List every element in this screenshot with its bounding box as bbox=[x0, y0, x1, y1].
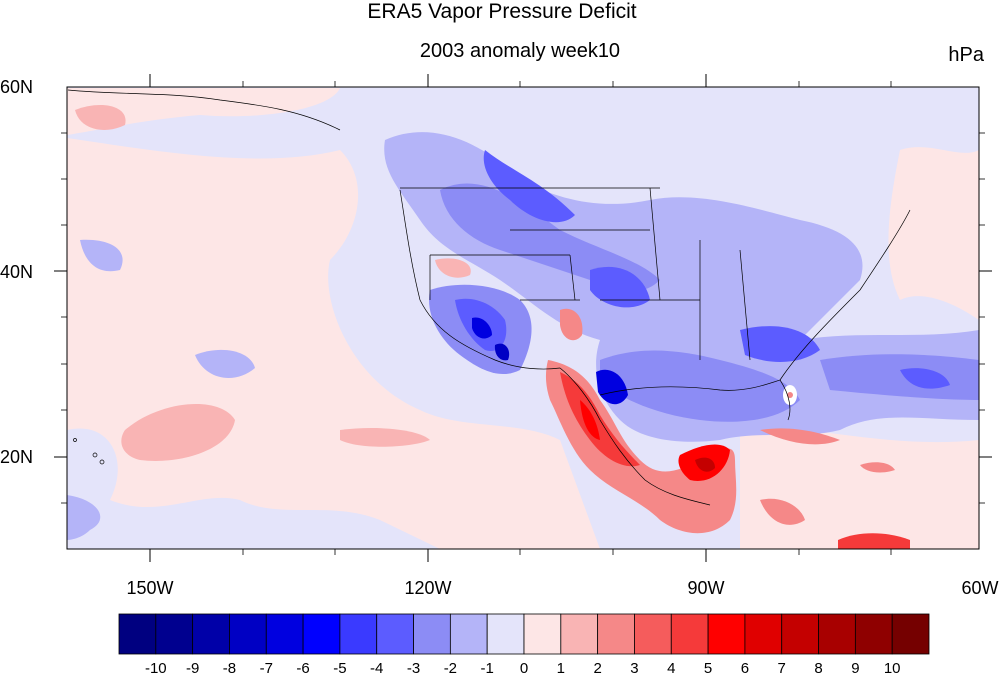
colorbar-swatch bbox=[634, 613, 672, 655]
colorbar-swatch bbox=[670, 613, 709, 655]
colorbar-tick-label: 0 bbox=[519, 660, 529, 677]
colorbar-swatch bbox=[413, 613, 451, 655]
colorbar-swatch bbox=[118, 613, 157, 655]
colorbar-tick-label: -9 bbox=[185, 660, 200, 677]
colorbar-tick-label: 7 bbox=[777, 660, 786, 677]
colorbar-tick-label: 8 bbox=[814, 660, 823, 677]
units-label: hPa bbox=[948, 44, 984, 66]
colorbar-tick-label: -6 bbox=[296, 660, 310, 677]
colorbar-swatch bbox=[339, 613, 378, 655]
colorbar-swatch bbox=[486, 613, 525, 655]
map-title: ERA5 Vapor Pressure Deficit bbox=[367, 0, 637, 23]
lon-label-150w: 150W bbox=[126, 578, 174, 598]
colorbar-tick-label: -2 bbox=[443, 660, 458, 677]
colorbar-swatch bbox=[781, 613, 819, 655]
lon-label-120w: 120W bbox=[404, 578, 452, 598]
colorbar-tick-label: 6 bbox=[740, 660, 750, 677]
colorbar-swatch bbox=[302, 613, 341, 655]
colorbar-swatch bbox=[155, 613, 194, 655]
colorbar-tick-label: 9 bbox=[851, 660, 860, 677]
colorbar-swatch bbox=[744, 613, 783, 655]
coastlines bbox=[67, 89, 911, 506]
colorbar-tick-label: -3 bbox=[406, 660, 421, 677]
lat-label-20n: 20N bbox=[0, 447, 34, 467]
colorbar-tick-label: 1 bbox=[556, 660, 565, 677]
colorbar-swatch bbox=[854, 613, 893, 655]
map-subtitle: 2003 anomaly week10 bbox=[419, 40, 621, 62]
lat-label-60n: 60N bbox=[0, 77, 34, 97]
colorbar-swatch bbox=[449, 613, 488, 655]
colorbar-tick-label: 5 bbox=[703, 660, 713, 677]
colorbar-swatch bbox=[707, 613, 746, 655]
colorbar-tick-label: 2 bbox=[593, 660, 602, 677]
lon-label-90w: 90W bbox=[687, 578, 725, 598]
colorbar-tick-label: -1 bbox=[480, 660, 494, 677]
colorbar-tick-label: -7 bbox=[259, 660, 273, 677]
colorbar-tick-label: -5 bbox=[333, 660, 347, 677]
map-frame bbox=[54, 74, 992, 562]
colorbar-swatch bbox=[376, 613, 414, 655]
colorbar-swatch bbox=[523, 613, 562, 655]
colorbar-tick-label: 4 bbox=[667, 660, 676, 677]
lat-label-40n: 40N bbox=[0, 262, 34, 282]
colorbar-tick-label: 10 bbox=[883, 660, 901, 677]
colorbar-swatch bbox=[818, 613, 856, 655]
map-field bbox=[67, 87, 979, 549]
colorbar-swatch bbox=[597, 613, 635, 655]
colorbar-tick-label: 3 bbox=[630, 660, 639, 677]
colorbar-swatch bbox=[560, 613, 599, 655]
colorbar-swatch bbox=[192, 613, 230, 655]
colorbar-swatch bbox=[891, 613, 930, 655]
colorbar-swatch bbox=[265, 613, 304, 655]
colorbar-tick-label: -8 bbox=[222, 660, 237, 677]
colorbar-swatch bbox=[229, 613, 267, 655]
colorbar-tick-label: -10 bbox=[144, 660, 167, 677]
lon-label-60w: 60W bbox=[961, 578, 999, 598]
colorbar bbox=[118, 613, 930, 655]
colorbar-tick-label: -4 bbox=[370, 660, 384, 677]
